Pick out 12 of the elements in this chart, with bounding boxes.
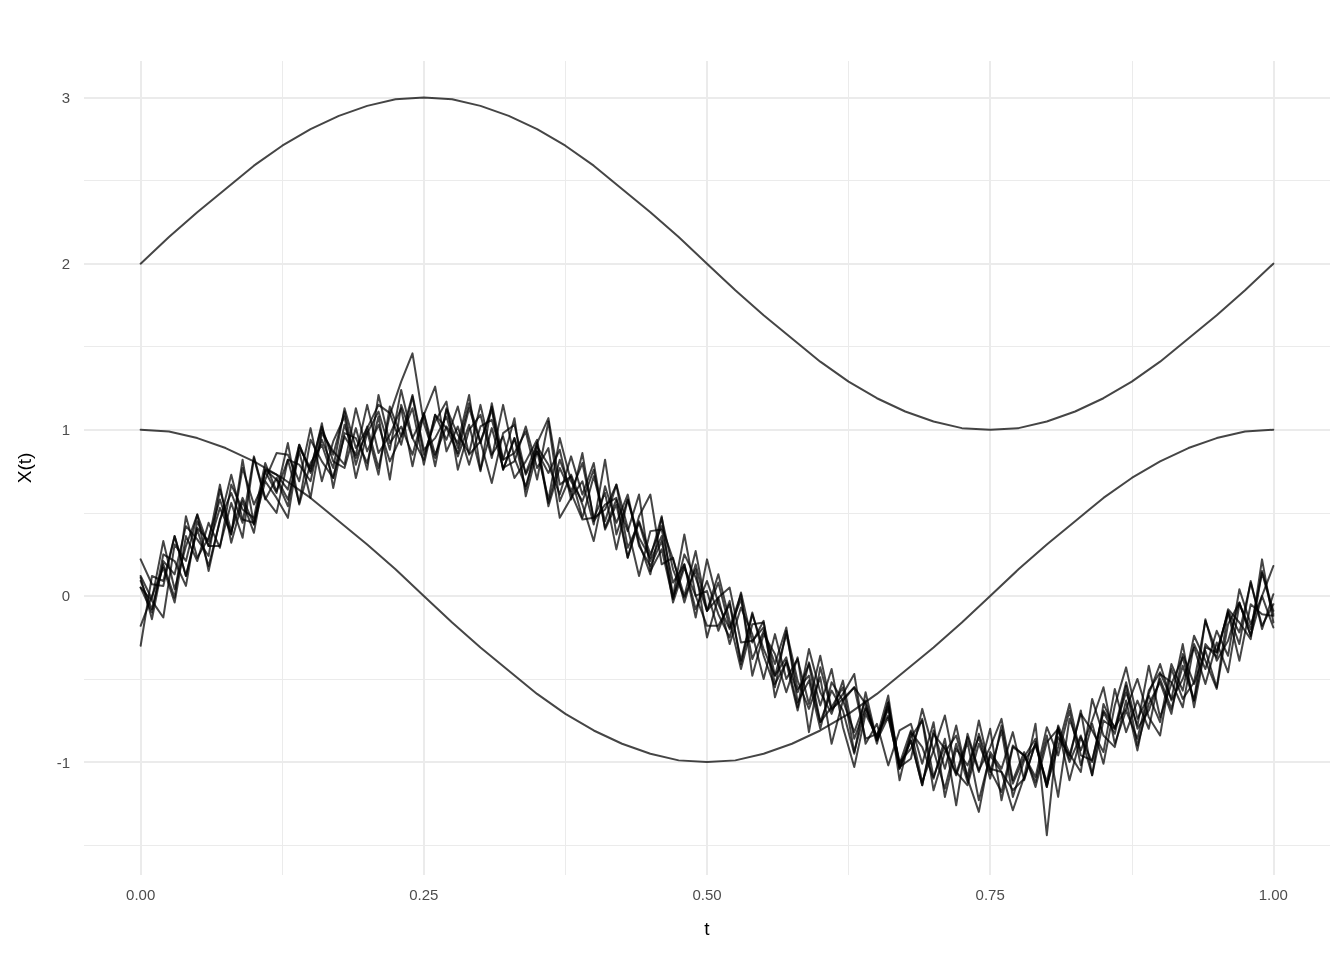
y-tick-label: -1 (56, 753, 70, 771)
x-tick-label: 0.00 (126, 886, 156, 903)
y-axis-title: X(t) (14, 452, 35, 484)
x-tick-label: 0.25 (409, 886, 439, 903)
y-tick-label: 3 (61, 89, 70, 107)
x-tick-label: 0.75 (975, 886, 1005, 903)
x-axis-title: t (704, 918, 711, 939)
y-tick-label: 0 (61, 587, 70, 605)
y-tick-label: 1 (61, 421, 70, 439)
y-tick-label: 2 (61, 255, 70, 273)
x-tick-label: 1.00 (1258, 886, 1288, 903)
x-tick-label: 0.50 (692, 886, 722, 903)
